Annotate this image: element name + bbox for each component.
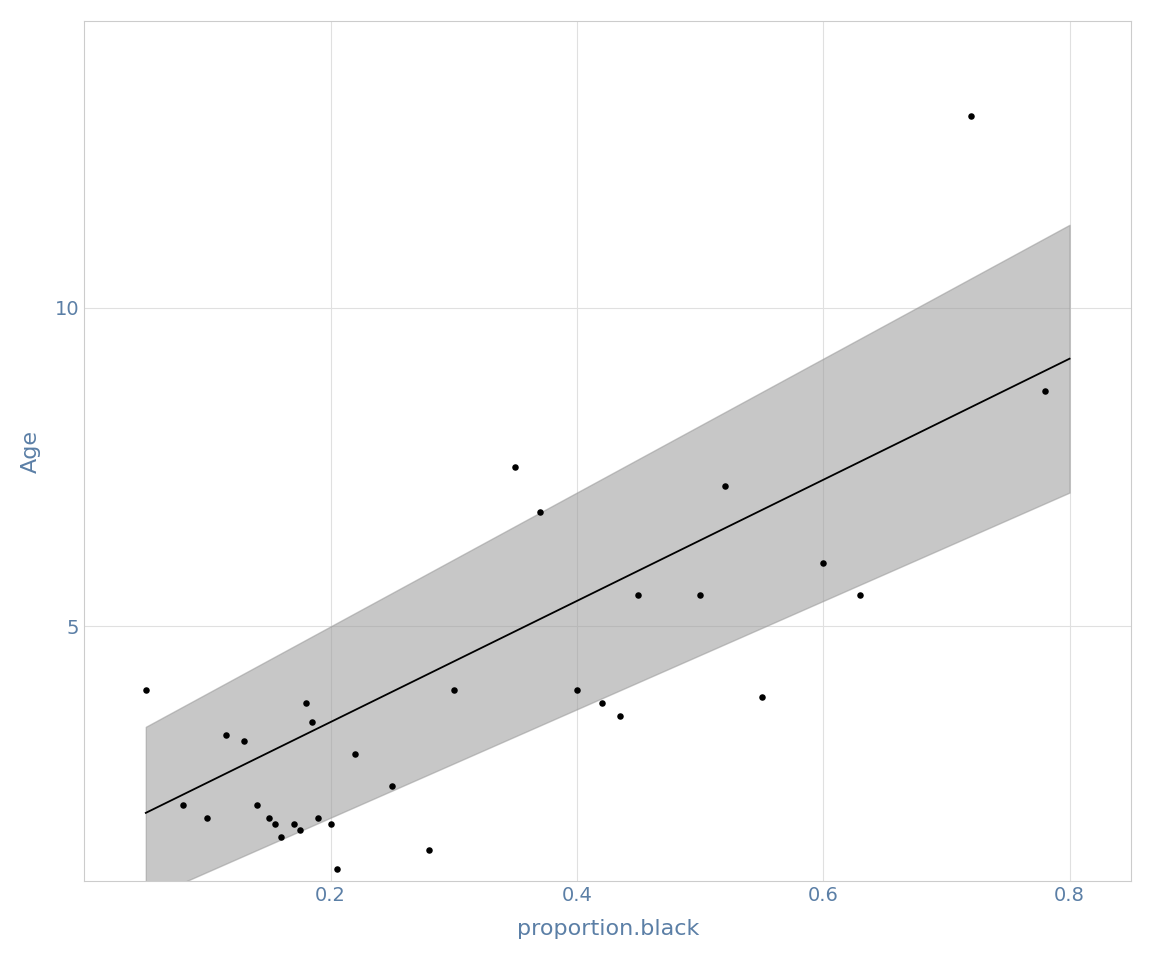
Point xyxy=(272,829,290,845)
Point xyxy=(568,683,586,698)
Point xyxy=(259,810,278,826)
Point xyxy=(290,823,309,838)
Point xyxy=(382,779,401,794)
Point xyxy=(198,810,217,826)
Point xyxy=(346,746,364,761)
Point xyxy=(592,695,611,710)
Point xyxy=(851,587,870,602)
X-axis label: proportion.black: proportion.black xyxy=(516,919,699,939)
Point xyxy=(419,842,438,857)
Point xyxy=(174,797,192,812)
Point xyxy=(327,861,346,876)
Point xyxy=(321,816,340,831)
Point xyxy=(531,504,550,519)
Point xyxy=(303,714,321,730)
Point xyxy=(611,708,629,723)
Point xyxy=(217,727,235,742)
Point xyxy=(297,695,316,710)
Point xyxy=(752,689,771,705)
Point xyxy=(309,810,327,826)
Point xyxy=(137,683,156,698)
Point xyxy=(691,587,710,602)
Point xyxy=(629,587,647,602)
Point xyxy=(814,555,833,570)
Point xyxy=(506,460,524,475)
Y-axis label: Age: Age xyxy=(21,430,40,472)
Point xyxy=(235,733,253,749)
Point xyxy=(962,108,980,124)
Point xyxy=(248,797,266,812)
Point xyxy=(715,478,734,493)
Point xyxy=(266,816,285,831)
Point xyxy=(445,683,463,698)
Point xyxy=(1036,383,1054,398)
Point xyxy=(285,816,303,831)
